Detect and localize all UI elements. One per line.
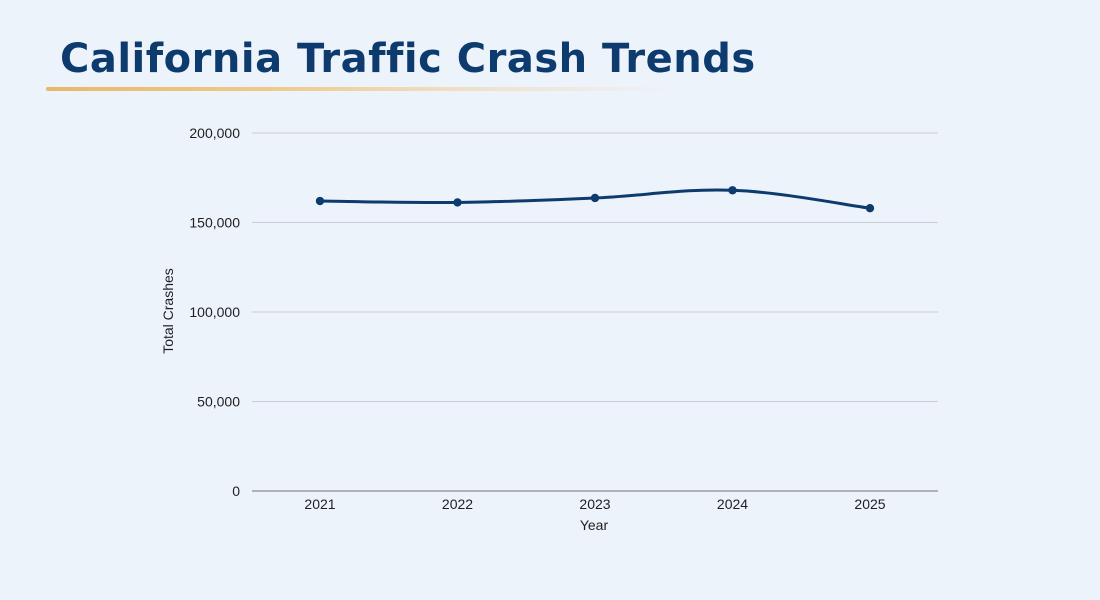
- grid-lines: [252, 132, 938, 492]
- x-tick-label: 2023: [579, 496, 610, 512]
- data-point: [728, 186, 737, 195]
- x-tick-label: 2024: [717, 496, 748, 512]
- x-tick-label: 2022: [442, 496, 473, 512]
- data-point: [453, 198, 462, 207]
- series: [315, 186, 875, 213]
- x-tick-label: 2025: [854, 496, 885, 512]
- title-underline: [46, 87, 676, 91]
- y-tick-label: 0: [232, 483, 240, 499]
- y-axis-title: Total Crashes: [160, 268, 176, 354]
- y-tick-label: 150,000: [189, 215, 240, 231]
- x-tick-label: 2021: [304, 496, 335, 512]
- x-axis-ticks: 2021 2022 2023 2024 2025: [304, 496, 885, 512]
- y-tick-label: 50,000: [197, 394, 240, 410]
- chart-title: California Traffic Crash Trends: [60, 36, 756, 82]
- y-tick-label: 200,000: [189, 125, 240, 141]
- data-point: [315, 196, 325, 206]
- x-axis-title: Year: [580, 517, 609, 533]
- y-axis-ticks: 0 50,000 100,000 150,000 200,000: [189, 125, 240, 499]
- data-point: [590, 193, 600, 203]
- data-point: [865, 203, 875, 213]
- y-tick-label: 100,000: [189, 304, 240, 320]
